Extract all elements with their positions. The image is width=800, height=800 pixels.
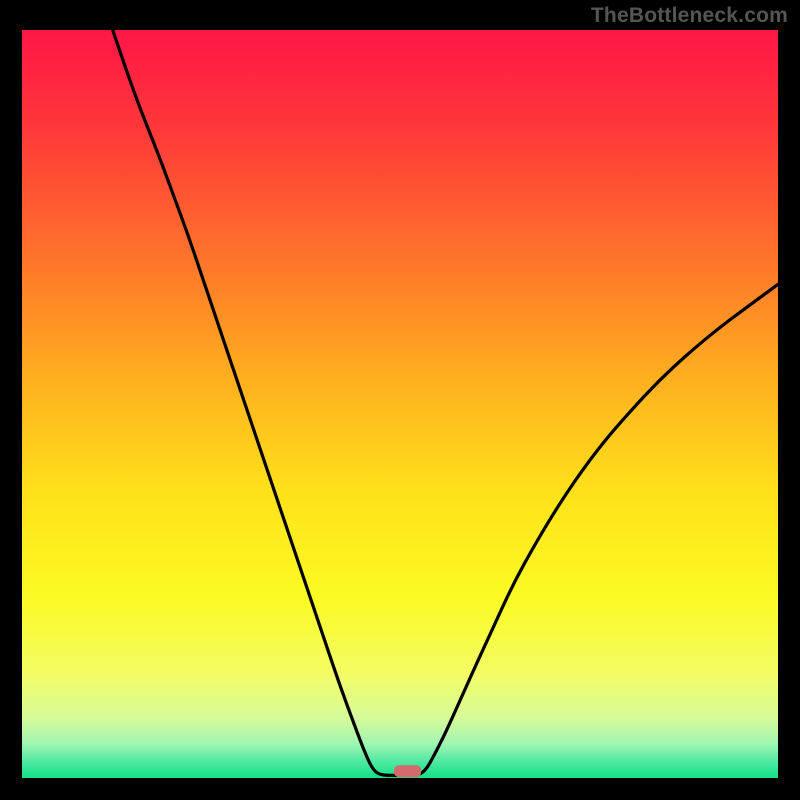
bottleneck-chart	[0, 0, 800, 800]
plot-background	[22, 30, 778, 778]
watermark-text: TheBottleneck.com	[591, 4, 788, 28]
optimal-marker	[394, 765, 421, 777]
